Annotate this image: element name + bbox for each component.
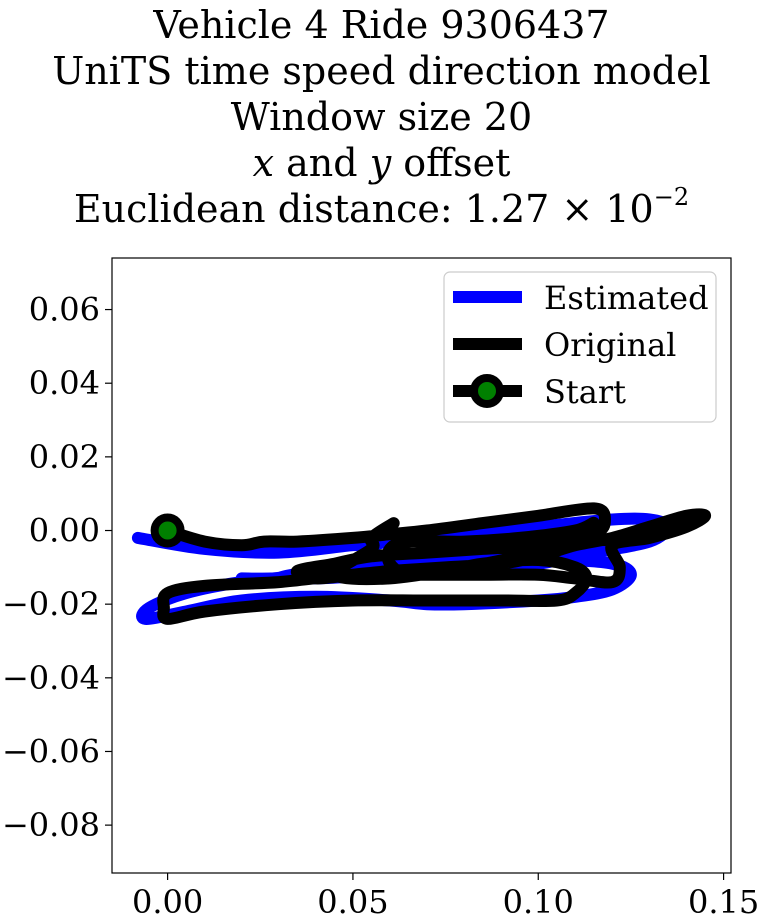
legend-label-original: Original	[544, 326, 676, 364]
chart-title: Vehicle 4 Ride 9306437 UniTS time speed …	[0, 2, 763, 232]
title-line-2: UniTS time speed direction model	[52, 49, 711, 93]
title-line-4: x and y offset	[0, 140, 763, 186]
title-exponent: −2	[653, 183, 690, 212]
legend: Estimated Original Start	[443, 271, 717, 423]
x-tick-label-1: 0.05	[317, 883, 388, 920]
series-layer	[131, 502, 712, 625]
y-tick-label-1: 0.04	[29, 364, 100, 402]
y-tick-label-5: −0.04	[2, 659, 100, 697]
title-y-var: y	[369, 141, 392, 185]
title-x-var: x	[252, 141, 275, 185]
x-tick-label-3: 0.15	[688, 883, 759, 920]
legend-frame	[443, 271, 717, 423]
plot-frame	[111, 257, 732, 874]
title-line-1: Vehicle 4 Ride 9306437	[153, 3, 610, 47]
legend-label-estimated: Estimated	[544, 279, 709, 317]
x-tick-label-2: 0.10	[503, 883, 574, 920]
start-marker	[150, 513, 185, 548]
x-tick-label-0: 0.00	[132, 883, 203, 920]
title-line-5: Euclidean distance: 1.27 × 10−2	[0, 183, 763, 232]
y-tick-label-4: −0.02	[2, 585, 100, 623]
y-tick-label-0: 0.06	[29, 291, 100, 329]
series-line-original	[157, 502, 712, 625]
y-tick-label-7: −0.08	[2, 806, 100, 844]
y-tick-label-6: −0.06	[2, 732, 100, 770]
title-and: and	[274, 141, 370, 185]
title-distance: Euclidean distance: 1.27 × 10	[73, 187, 654, 231]
ticks-layer: 0.00 0.05 0.10 0.15 0.06 0.04 0.02 0.00 −0.02 −0.…	[2, 291, 759, 920]
legend-start-marker	[470, 374, 504, 408]
y-tick-label-3: 0.00	[29, 512, 100, 550]
title-line-3: Window size 20	[230, 95, 533, 139]
legend-label-start: Start	[544, 373, 626, 411]
y-tick-label-2: 0.02	[29, 438, 100, 476]
title-offset: offset	[391, 141, 511, 185]
